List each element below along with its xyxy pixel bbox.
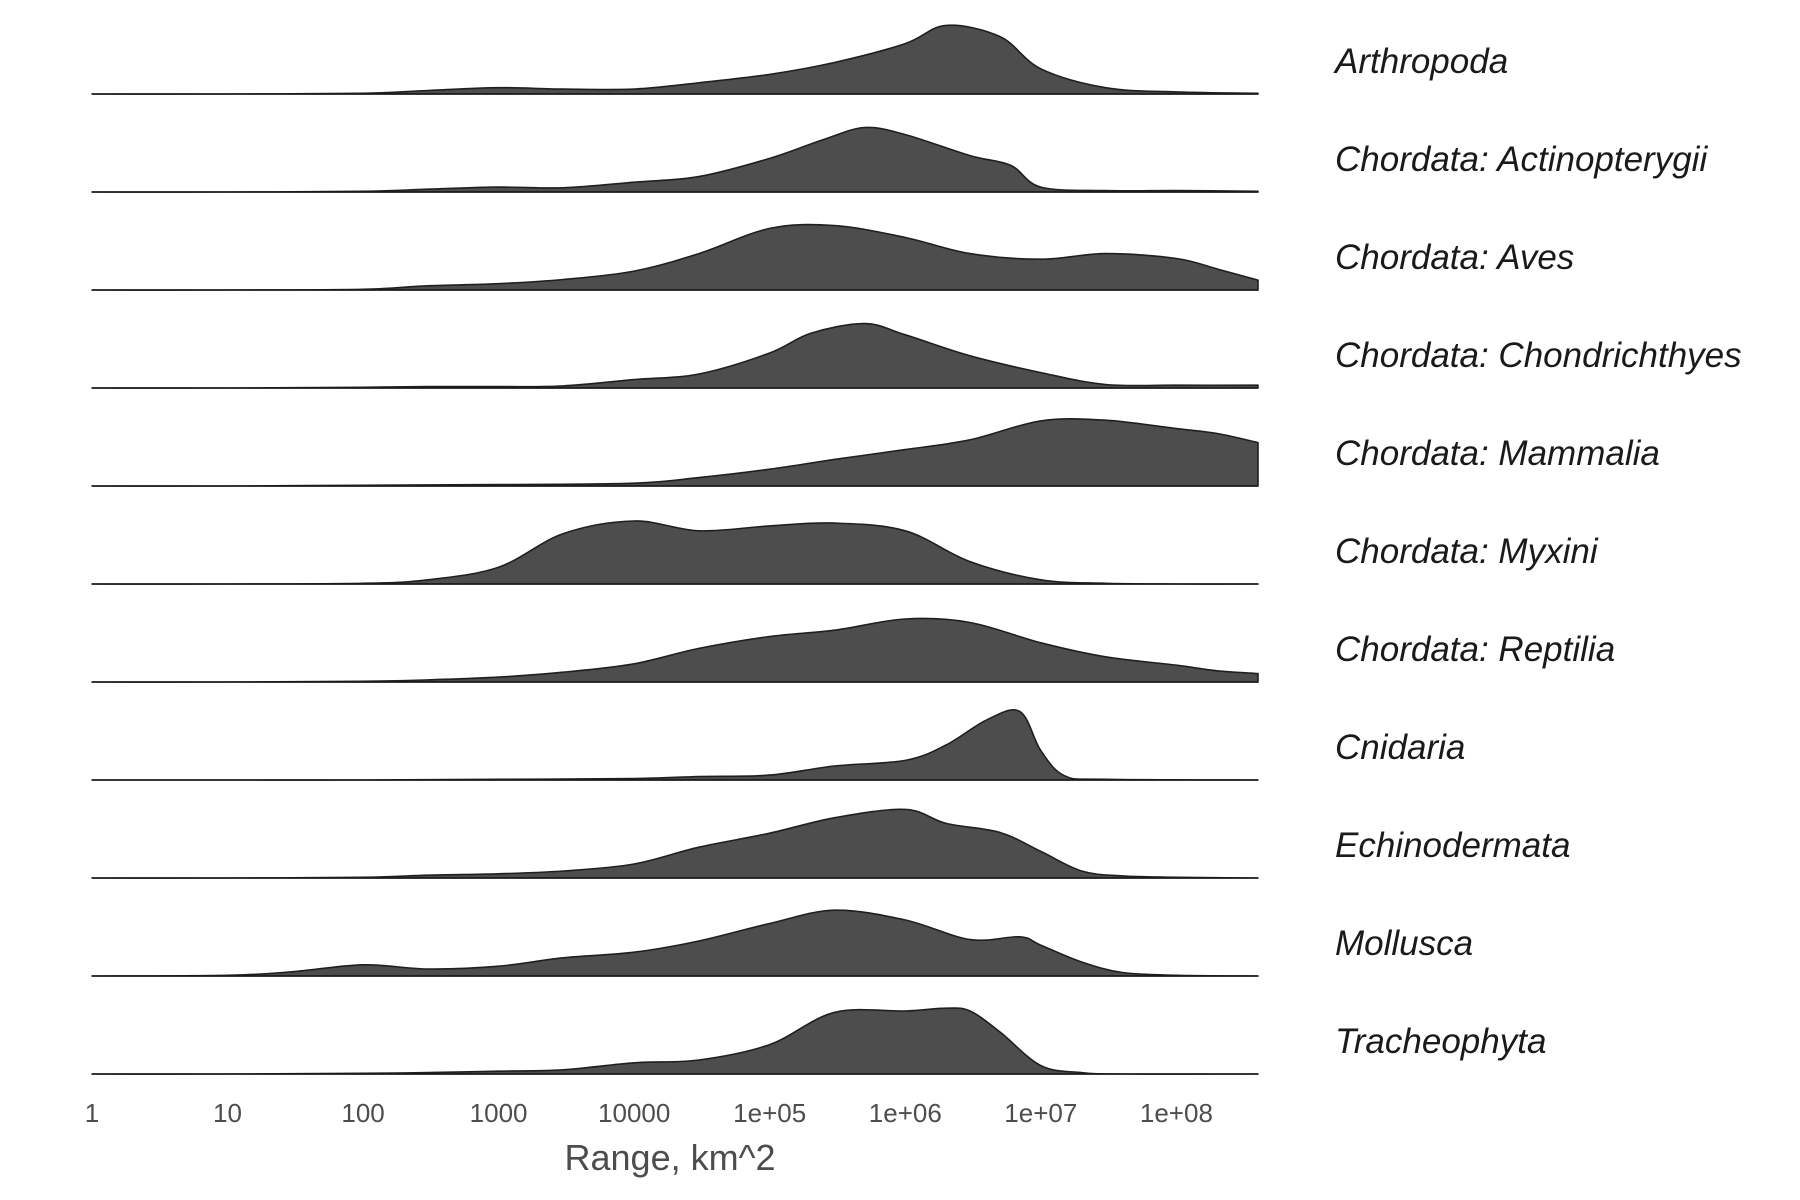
ridge-chordata-mammalia bbox=[91, 418, 1259, 487]
ridge-chordata-myxini bbox=[91, 520, 1259, 585]
density-area-chordata-mammalia bbox=[91, 418, 1259, 487]
density-area-arthropoda bbox=[91, 24, 1259, 95]
ridge-echinodermata bbox=[91, 808, 1259, 879]
density-area-cnidaria bbox=[91, 708, 1259, 781]
x-axis-title: Range, km^2 bbox=[565, 1137, 776, 1178]
x-tick-label: 10000 bbox=[598, 1098, 670, 1128]
ridge-mollusca bbox=[91, 909, 1259, 977]
x-tick-label: 100 bbox=[341, 1098, 384, 1128]
series-label-mollusca: Mollusca bbox=[1335, 924, 1473, 963]
x-tick-label: 1 bbox=[85, 1098, 99, 1128]
series-label-chordata-reptilia: Chordata: Reptilia bbox=[1335, 630, 1615, 669]
density-area-chordata-chondrichthyes bbox=[91, 322, 1259, 389]
density-area-chordata-reptilia bbox=[91, 617, 1259, 683]
group-labels: Arthropoda Chordata: Actinopterygii Chorda… bbox=[1333, 42, 1742, 1061]
ridge-chordata-aves bbox=[91, 223, 1259, 291]
series-label-tracheophyta: Tracheophyta bbox=[1335, 1022, 1546, 1061]
density-area-mollusca bbox=[91, 909, 1259, 977]
x-tick-label: 1000 bbox=[470, 1098, 528, 1128]
series-label-arthropoda: Arthropoda bbox=[1333, 42, 1508, 81]
series-label-cnidaria: Cnidaria bbox=[1335, 728, 1465, 767]
x-tick-label: 1e+07 bbox=[1004, 1098, 1077, 1128]
density-area-chordata-myxini bbox=[91, 520, 1259, 585]
x-tick-label: 10 bbox=[213, 1098, 242, 1128]
x-tick-label: 1e+08 bbox=[1140, 1098, 1213, 1128]
series-label-chordata-actinopterygii: Chordata: Actinopterygii bbox=[1335, 140, 1708, 179]
x-axis: 1 10 100 1000 10000 1e+05 1e+06 1e+07 1e+08 bbox=[85, 1098, 1213, 1128]
series-label-chordata-chondrichthyes: Chordata: Chondrichthyes bbox=[1335, 336, 1742, 375]
density-area-chordata-actinopterygii bbox=[91, 126, 1259, 193]
series-label-chordata-aves: Chordata: Aves bbox=[1335, 238, 1574, 277]
ridge-cnidaria bbox=[91, 708, 1259, 781]
ridges-group bbox=[91, 24, 1259, 1075]
ridge-tracheophyta bbox=[91, 1007, 1259, 1075]
series-label-chordata-myxini: Chordata: Myxini bbox=[1335, 532, 1599, 571]
density-area-tracheophyta bbox=[91, 1007, 1259, 1075]
ridge-chordata-reptilia bbox=[91, 617, 1259, 683]
series-label-echinodermata: Echinodermata bbox=[1335, 826, 1570, 865]
ridge-arthropoda bbox=[91, 24, 1259, 95]
density-area-echinodermata bbox=[91, 808, 1259, 879]
x-tick-label: 1e+06 bbox=[869, 1098, 942, 1128]
ridge-chordata-chondrichthyes bbox=[91, 322, 1259, 389]
x-tick-label: 1e+05 bbox=[733, 1098, 806, 1128]
density-area-chordata-aves bbox=[91, 223, 1259, 291]
ridge-chordata-actinopterygii bbox=[91, 126, 1259, 193]
series-label-chordata-mammalia: Chordata: Mammalia bbox=[1335, 434, 1660, 473]
